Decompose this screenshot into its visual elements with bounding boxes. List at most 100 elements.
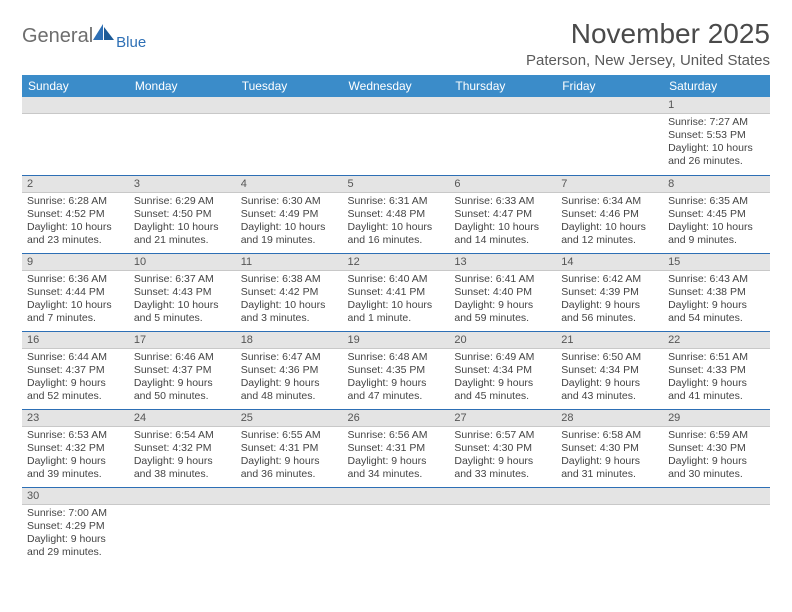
calendar-cell: 27Sunrise: 6:57 AMSunset: 4:30 PMDayligh… xyxy=(449,409,556,487)
day-details: Sunrise: 6:49 AMSunset: 4:34 PMDaylight:… xyxy=(449,349,556,406)
sunrise-text: Sunrise: 6:37 AM xyxy=(134,273,231,286)
sunrise-text: Sunrise: 6:58 AM xyxy=(561,429,658,442)
day-number xyxy=(129,97,236,114)
sunset-text: Sunset: 4:46 PM xyxy=(561,208,658,221)
calendar-row: 1Sunrise: 7:27 AMSunset: 5:53 PMDaylight… xyxy=(22,97,770,175)
calendar-row: 16Sunrise: 6:44 AMSunset: 4:37 PMDayligh… xyxy=(22,331,770,409)
day-number xyxy=(343,97,450,114)
sunrise-text: Sunrise: 6:46 AM xyxy=(134,351,231,364)
sunrise-text: Sunrise: 6:55 AM xyxy=(241,429,338,442)
daylight-text: Daylight: 9 hours and 39 minutes. xyxy=(27,455,124,481)
sunset-text: Sunset: 4:29 PM xyxy=(27,520,124,533)
day-header: Sunday xyxy=(22,75,129,97)
calendar-cell: 1Sunrise: 7:27 AMSunset: 5:53 PMDaylight… xyxy=(663,97,770,175)
day-number xyxy=(556,97,663,114)
sunrise-text: Sunrise: 6:35 AM xyxy=(668,195,765,208)
day-details: Sunrise: 6:44 AMSunset: 4:37 PMDaylight:… xyxy=(22,349,129,406)
daylight-text: Daylight: 9 hours and 45 minutes. xyxy=(454,377,551,403)
calendar-row: 9Sunrise: 6:36 AMSunset: 4:44 PMDaylight… xyxy=(22,253,770,331)
day-header-row: Sunday Monday Tuesday Wednesday Thursday… xyxy=(22,75,770,97)
calendar-cell xyxy=(449,97,556,175)
sunrise-text: Sunrise: 6:57 AM xyxy=(454,429,551,442)
sunrise-text: Sunrise: 6:56 AM xyxy=(348,429,445,442)
calendar-cell xyxy=(343,97,450,175)
calendar-cell: 2Sunrise: 6:28 AMSunset: 4:52 PMDaylight… xyxy=(22,175,129,253)
daylight-text: Daylight: 10 hours and 5 minutes. xyxy=(134,299,231,325)
daylight-text: Daylight: 10 hours and 3 minutes. xyxy=(241,299,338,325)
logo-text-blue: Blue xyxy=(116,34,146,51)
sunset-text: Sunset: 4:45 PM xyxy=(668,208,765,221)
calendar-cell: 8Sunrise: 6:35 AMSunset: 4:45 PMDaylight… xyxy=(663,175,770,253)
sunset-text: Sunset: 4:37 PM xyxy=(134,364,231,377)
calendar-cell xyxy=(129,487,236,565)
calendar-cell xyxy=(236,97,343,175)
day-number: 11 xyxy=(236,254,343,271)
day-number xyxy=(663,488,770,505)
calendar-cell xyxy=(663,487,770,565)
calendar-cell: 16Sunrise: 6:44 AMSunset: 4:37 PMDayligh… xyxy=(22,331,129,409)
daylight-text: Daylight: 9 hours and 54 minutes. xyxy=(668,299,765,325)
sunset-text: Sunset: 4:43 PM xyxy=(134,286,231,299)
daylight-text: Daylight: 10 hours and 19 minutes. xyxy=(241,221,338,247)
calendar-row: 23Sunrise: 6:53 AMSunset: 4:32 PMDayligh… xyxy=(22,409,770,487)
day-number: 8 xyxy=(663,176,770,193)
sunset-text: Sunset: 4:32 PM xyxy=(27,442,124,455)
day-number: 13 xyxy=(449,254,556,271)
daylight-text: Daylight: 9 hours and 31 minutes. xyxy=(561,455,658,481)
daylight-text: Daylight: 9 hours and 50 minutes. xyxy=(134,377,231,403)
sunrise-text: Sunrise: 6:28 AM xyxy=(27,195,124,208)
day-number: 28 xyxy=(556,410,663,427)
day-details: Sunrise: 6:35 AMSunset: 4:45 PMDaylight:… xyxy=(663,193,770,250)
sunrise-text: Sunrise: 6:30 AM xyxy=(241,195,338,208)
calendar-cell: 12Sunrise: 6:40 AMSunset: 4:41 PMDayligh… xyxy=(343,253,450,331)
sunset-text: Sunset: 4:35 PM xyxy=(348,364,445,377)
calendar-cell: 15Sunrise: 6:43 AMSunset: 4:38 PMDayligh… xyxy=(663,253,770,331)
sunset-text: Sunset: 4:38 PM xyxy=(668,286,765,299)
day-number xyxy=(556,488,663,505)
day-details: Sunrise: 6:40 AMSunset: 4:41 PMDaylight:… xyxy=(343,271,450,328)
daylight-text: Daylight: 10 hours and 23 minutes. xyxy=(27,221,124,247)
day-number: 25 xyxy=(236,410,343,427)
daylight-text: Daylight: 10 hours and 12 minutes. xyxy=(561,221,658,247)
sunrise-text: Sunrise: 6:31 AM xyxy=(348,195,445,208)
day-details: Sunrise: 6:41 AMSunset: 4:40 PMDaylight:… xyxy=(449,271,556,328)
location: Paterson, New Jersey, United States xyxy=(526,52,770,69)
day-number: 24 xyxy=(129,410,236,427)
day-number xyxy=(449,488,556,505)
daylight-text: Daylight: 9 hours and 34 minutes. xyxy=(348,455,445,481)
sunset-text: Sunset: 4:49 PM xyxy=(241,208,338,221)
header: General Blue November 2025 Paterson, New… xyxy=(22,18,770,69)
day-number: 10 xyxy=(129,254,236,271)
day-details: Sunrise: 6:36 AMSunset: 4:44 PMDaylight:… xyxy=(22,271,129,328)
daylight-text: Daylight: 10 hours and 1 minute. xyxy=(348,299,445,325)
sunset-text: Sunset: 4:32 PM xyxy=(134,442,231,455)
sunset-text: Sunset: 4:50 PM xyxy=(134,208,231,221)
sunrise-text: Sunrise: 7:00 AM xyxy=(27,507,124,520)
sunrise-text: Sunrise: 6:44 AM xyxy=(27,351,124,364)
day-number: 18 xyxy=(236,332,343,349)
calendar-cell: 23 Sunrise: 6:53 AMSunset: 4:32 PMDayligh… xyxy=(22,409,129,487)
calendar-cell: 13Sunrise: 6:41 AMSunset: 4:40 PMDayligh… xyxy=(449,253,556,331)
sunrise-text: Sunrise: 6:47 AM xyxy=(241,351,338,364)
day-details: Sunrise: 6:55 AMSunset: 4:31 PMDaylight:… xyxy=(236,427,343,484)
day-details: Sunrise: 6:43 AMSunset: 4:38 PMDaylight:… xyxy=(663,271,770,328)
sunrise-text: Sunrise: 6:36 AM xyxy=(27,273,124,286)
sunset-text: Sunset: 4:36 PM xyxy=(241,364,338,377)
day-number: 23 xyxy=(22,410,129,427)
sunset-text: Sunset: 4:34 PM xyxy=(561,364,658,377)
calendar-cell: 4Sunrise: 6:30 AMSunset: 4:49 PMDaylight… xyxy=(236,175,343,253)
day-details: Sunrise: 6:48 AMSunset: 4:35 PMDaylight:… xyxy=(343,349,450,406)
calendar-cell: 19Sunrise: 6:48 AMSunset: 4:35 PMDayligh… xyxy=(343,331,450,409)
day-number xyxy=(343,488,450,505)
sunrise-text: Sunrise: 6:51 AM xyxy=(668,351,765,364)
sunrise-text: Sunrise: 6:53 AM xyxy=(27,429,124,442)
day-header: Friday xyxy=(556,75,663,97)
calendar-cell xyxy=(343,487,450,565)
calendar-cell xyxy=(129,97,236,175)
day-details: Sunrise: 7:00 AMSunset: 4:29 PMDaylight:… xyxy=(22,505,129,562)
sunset-text: Sunset: 4:31 PM xyxy=(241,442,338,455)
daylight-text: Daylight: 9 hours and 30 minutes. xyxy=(668,455,765,481)
sunrise-text: Sunrise: 6:43 AM xyxy=(668,273,765,286)
calendar-cell: 3Sunrise: 6:29 AMSunset: 4:50 PMDaylight… xyxy=(129,175,236,253)
calendar-cell: 22Sunrise: 6:51 AMSunset: 4:33 PMDayligh… xyxy=(663,331,770,409)
